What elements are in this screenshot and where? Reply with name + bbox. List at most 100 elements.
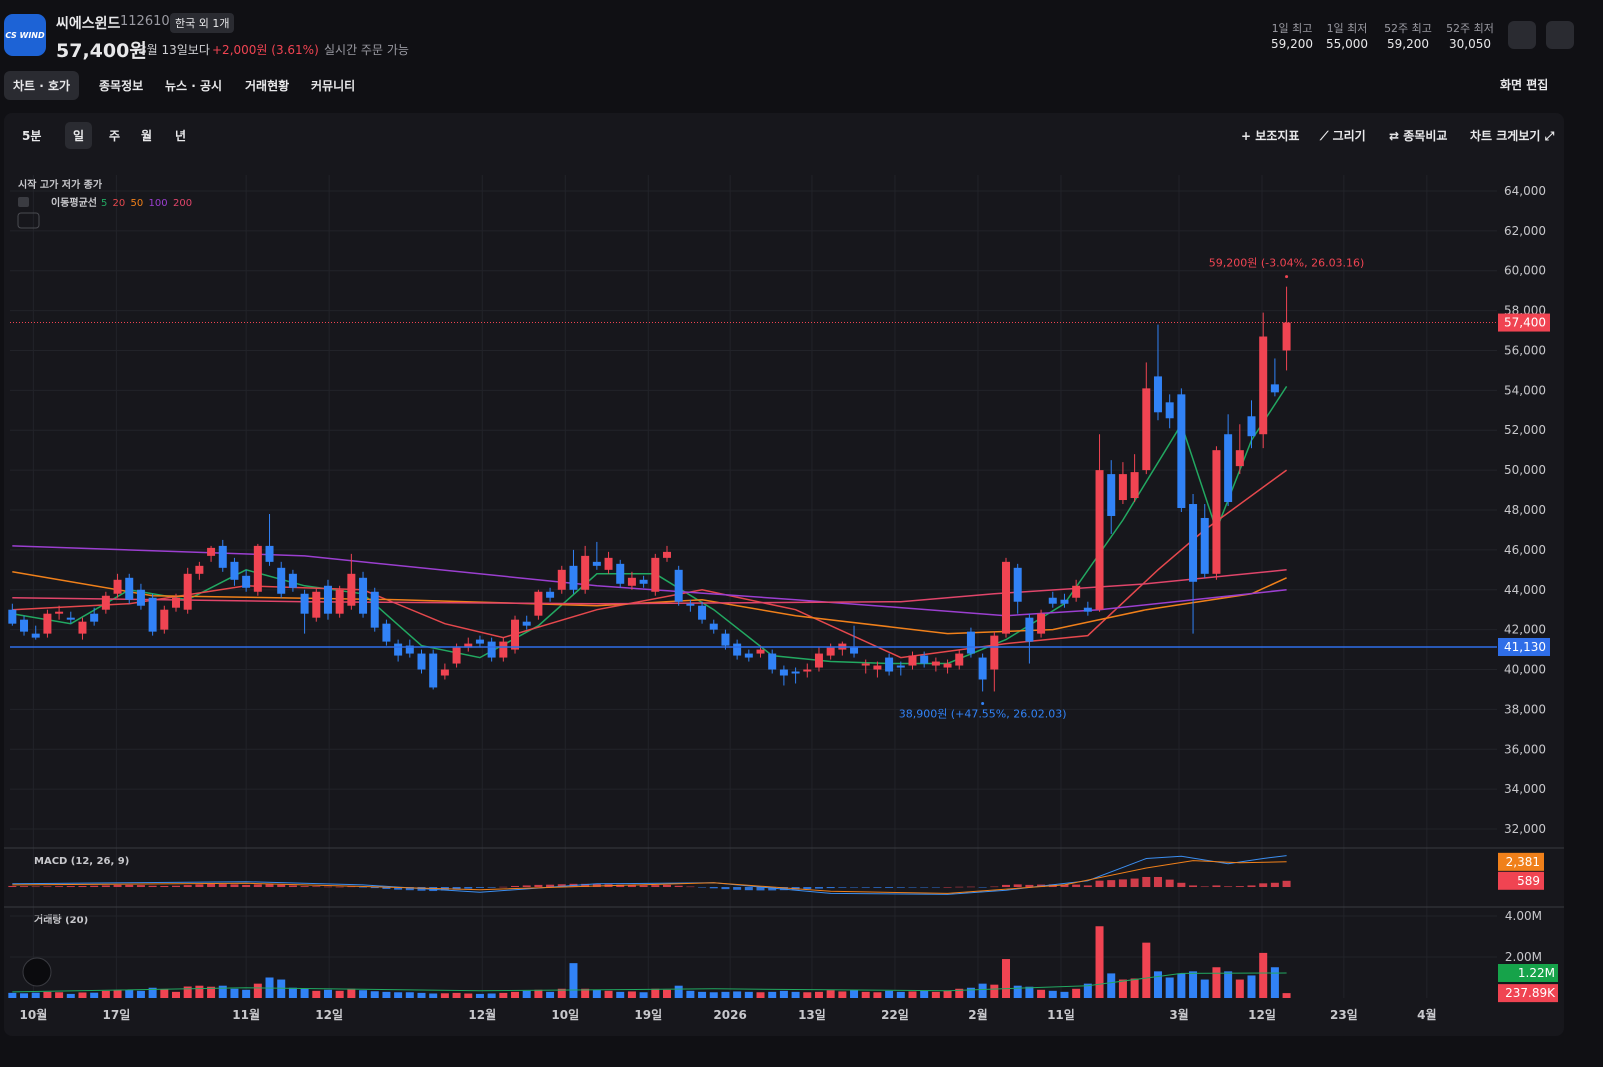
- candle-body: [791, 671, 800, 674]
- tab[interactable]: 종목정보: [99, 79, 144, 93]
- y-tick-label: 44,000: [1504, 583, 1546, 597]
- annotation-marker: [1285, 275, 1289, 279]
- volume-bar: [978, 983, 987, 998]
- tool-button[interactable]: ⟋ 그리기: [1320, 129, 1366, 143]
- interval-button[interactable]: 일: [65, 122, 93, 149]
- volume-bar: [125, 989, 134, 998]
- interval-button[interactable]: 5분: [22, 129, 42, 143]
- macd-histogram: [639, 885, 648, 888]
- legend-ohlc: 시작 고가 저가 종가: [18, 178, 103, 191]
- candle-body: [826, 647, 835, 656]
- volume-bar: [511, 991, 520, 998]
- volume-bar: [581, 988, 590, 998]
- tool-button[interactable]: + 보조지표: [1241, 129, 1300, 143]
- candle-body: [1083, 607, 1092, 612]
- macd-histogram: [651, 885, 660, 888]
- macd-histogram: [896, 887, 905, 888]
- tab[interactable]: 뉴스 · 공시: [165, 79, 223, 93]
- candle-body: [1095, 470, 1104, 610]
- volume-bar: [464, 993, 473, 998]
- candle-body: [709, 623, 718, 630]
- candle-body: [160, 609, 169, 630]
- volume-bar: [207, 986, 216, 998]
- volume-bar: [43, 991, 52, 998]
- candle-body: [43, 613, 52, 634]
- candle-body: [674, 569, 683, 602]
- candle-body: [487, 641, 496, 658]
- volume-bar: [1247, 975, 1256, 998]
- macd-histogram: [265, 884, 274, 888]
- tab[interactable]: 거래현황: [245, 79, 290, 93]
- macd-histogram: [1247, 885, 1256, 888]
- moving-average: [12, 545, 1287, 617]
- candle-body: [1107, 474, 1116, 516]
- compare: 3월 13일보다: [139, 43, 210, 57]
- macd-title: MACD (12, 26, 9): [34, 856, 129, 867]
- candle-body: [920, 655, 929, 664]
- volume-bar: [557, 988, 566, 998]
- interval-button[interactable]: 년: [175, 129, 187, 143]
- volume-bar: [183, 986, 192, 998]
- logo[interactable]: CS WIND: [4, 14, 46, 56]
- y-tick-label: 46,000: [1504, 543, 1546, 557]
- macd-histogram: [113, 884, 122, 888]
- tool-button[interactable]: 차트 크게보기 ⤢: [1470, 129, 1555, 143]
- candle-body: [136, 589, 145, 606]
- volume-bar: [639, 992, 648, 998]
- stat-label: 1일 최저: [1326, 22, 1368, 35]
- volume-bar: [1037, 989, 1046, 998]
- volume-bar: [627, 991, 636, 998]
- volume-bar: [230, 988, 239, 998]
- volume-bar: [1200, 979, 1209, 998]
- macd-histogram: [557, 884, 566, 888]
- macd-histogram: [101, 885, 110, 888]
- macd-histogram: [160, 885, 169, 888]
- candle-body: [604, 557, 613, 570]
- volume-value-label: 237.89K: [1505, 986, 1556, 1000]
- macd-histogram: [90, 885, 99, 888]
- candle-body: [20, 619, 29, 632]
- candle-body: [768, 653, 777, 670]
- y-tick-label: 52,000: [1504, 423, 1546, 437]
- price: 57,400원: [56, 40, 147, 62]
- macd-histogram: [464, 887, 473, 889]
- macd-histogram: [78, 885, 87, 888]
- volume-bar: [370, 991, 379, 998]
- macd-histogram: [662, 884, 671, 888]
- macd-histogram: [300, 886, 309, 888]
- volume-bar: [335, 990, 344, 998]
- volume-bar: [546, 991, 555, 998]
- market-badge[interactable]: 한국 외 1개: [170, 13, 235, 33]
- candle-body: [207, 547, 216, 556]
- macd-histogram: [148, 885, 157, 888]
- candle-body: [1212, 450, 1221, 574]
- candle-body: [1235, 450, 1244, 467]
- tv-logo: [22, 957, 52, 987]
- interval-button[interactable]: 월: [141, 129, 153, 143]
- candle-body: [1224, 434, 1233, 503]
- macd-histogram: [20, 886, 29, 888]
- stat-value: 30,050: [1449, 37, 1491, 51]
- volume-bar: [826, 990, 835, 998]
- tool-button[interactable]: ⇄ 종목비교: [1389, 129, 1448, 143]
- tab[interactable]: 차트 · 호가: [4, 71, 80, 100]
- volume-bar: [1083, 983, 1092, 998]
- interval-button[interactable]: 주: [109, 129, 121, 143]
- volume-value-box: [1498, 984, 1558, 1003]
- volume-average: [12, 972, 1287, 993]
- edit-screen[interactable]: 화면 편집: [1500, 78, 1549, 92]
- x-tick-label: 4월: [1417, 1007, 1436, 1022]
- volume-bar: [300, 988, 309, 998]
- candle-body: [955, 653, 964, 666]
- candle-body: [312, 591, 321, 618]
- candle-body: [382, 623, 391, 642]
- favorite-button[interactable]: [1546, 21, 1574, 49]
- macd-histogram: [522, 885, 531, 888]
- bell-button[interactable]: [1508, 21, 1536, 49]
- candle-body: [440, 669, 449, 676]
- volume-bar: [1048, 990, 1057, 998]
- volume-bar: [1130, 978, 1139, 998]
- tab[interactable]: 커뮤니티: [311, 79, 356, 93]
- volume-bar: [78, 992, 87, 998]
- volume-bar: [440, 993, 449, 998]
